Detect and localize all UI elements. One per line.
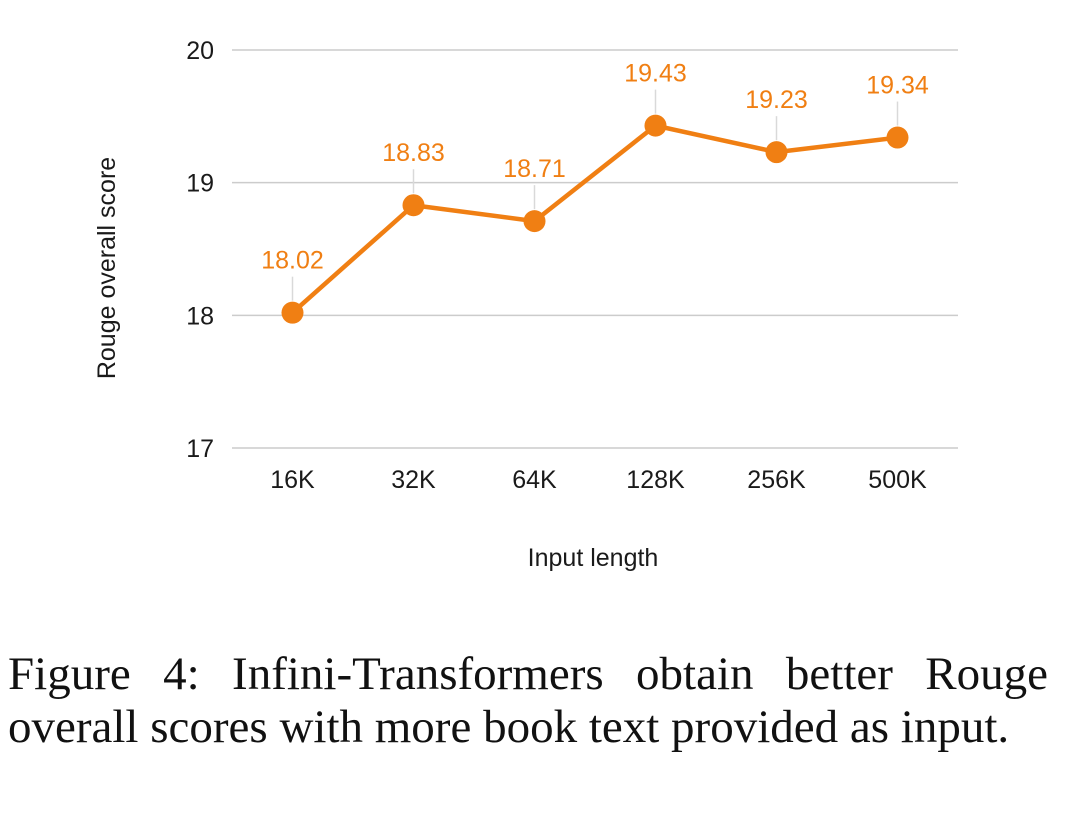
gridlines (232, 49, 958, 449)
series-line (281, 114, 909, 324)
data-label: 18.71 (503, 155, 566, 183)
x-axis-title: Input length (528, 544, 659, 572)
data-label: 19.23 (745, 86, 808, 114)
data-point (523, 210, 546, 233)
y-tick-labels: 17 18 19 20 (186, 37, 214, 463)
x-tick-label: 128K (626, 466, 685, 494)
data-label: 19.43 (624, 60, 687, 88)
data-point (765, 141, 788, 164)
x-tick-label: 32K (391, 466, 436, 494)
data-point (402, 194, 425, 217)
x-tick-label: 256K (747, 466, 806, 494)
line-chart: 17 18 19 20 16K 32K 64K 128K 256K 500K 18.02 18.8… (93, 37, 958, 572)
data-point (281, 301, 304, 324)
data-label: 18.02 (261, 247, 324, 275)
data-point (644, 114, 667, 137)
data-label: 19.34 (866, 72, 929, 100)
data-label: 18.83 (382, 139, 445, 167)
figure-caption: Figure 4: Infini-Transformers obtain bet… (8, 648, 1048, 753)
data-labels: 18.02 18.83 18.71 19.43 19.23 19.34 (261, 60, 929, 275)
data-label-leaders (291, 89, 899, 301)
y-tick-label: 19 (186, 170, 214, 198)
y-axis-title: Rouge overall score (93, 157, 121, 379)
y-tick-label: 18 (186, 302, 214, 330)
y-tick-label: 17 (186, 435, 214, 463)
x-tick-label: 64K (512, 466, 557, 494)
x-tick-label: 16K (270, 466, 315, 494)
x-tick-labels: 16K 32K 64K 128K 256K 500K (270, 466, 927, 494)
y-tick-label: 20 (186, 37, 214, 65)
series-line-path (290, 123, 900, 315)
data-point (886, 126, 909, 149)
x-tick-label: 500K (868, 466, 927, 494)
